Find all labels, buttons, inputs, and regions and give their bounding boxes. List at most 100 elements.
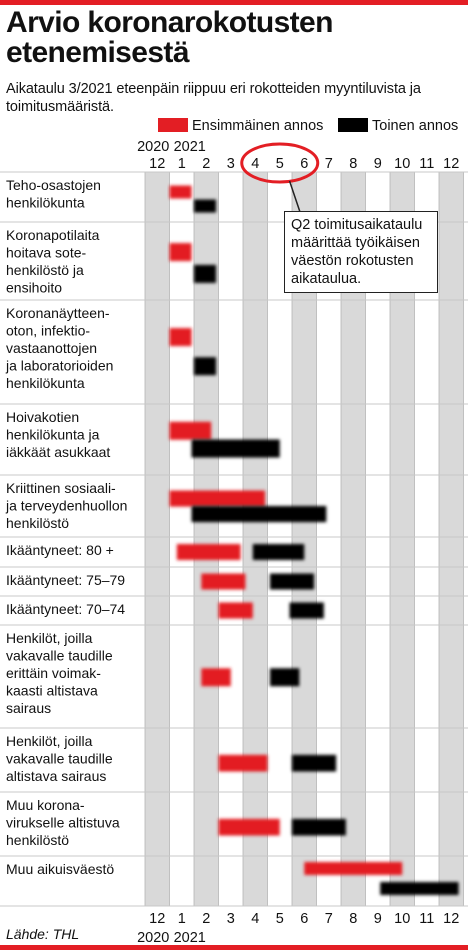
bar-first-dose [169, 185, 192, 199]
bar-first-dose [169, 421, 212, 440]
bar-second-dose [191, 506, 327, 523]
month-column-shade [145, 172, 170, 906]
month-tick-label-top: 1 [178, 156, 186, 172]
month-tick-label-bottom: 12 [149, 911, 165, 927]
month-tick-label-top: 9 [374, 156, 382, 172]
bar-first-dose [218, 754, 268, 772]
row-label-line: henkilöstö [6, 515, 69, 531]
row-label-line: Teho-osastojen [6, 177, 101, 193]
month-column-shade [439, 172, 464, 906]
month-tick-label-top: 10 [394, 156, 410, 172]
row-label-line: Ikääntyneet: 75–79 [6, 572, 125, 588]
row-label-line: Henkilöt, joilla [6, 733, 93, 749]
note-line: väestön rokotusten [291, 253, 414, 269]
month-column-shade [341, 172, 366, 906]
q2-highlight-ellipse [240, 142, 320, 184]
row-label-line: henkilökunta ja [6, 427, 100, 443]
month-tick-label-top: 7 [325, 156, 333, 172]
row-label-line: Ikääntyneet: 80 + [6, 542, 114, 558]
row-label-line: ja laboratorioiden [5, 358, 113, 374]
row-label-line: hoitava sote- [6, 245, 86, 261]
bar-first-dose [169, 328, 192, 347]
row-label-line: Koronanäytteen- [6, 305, 110, 321]
row-label-line: Koronapotilaita [6, 227, 100, 243]
row-label-line: vakavalle taudille [6, 751, 113, 767]
month-tick-label-bottom: 3 [227, 911, 235, 927]
q2-annotation-box: Q2 toimitusaikataulu määrittää työikäise… [284, 211, 438, 293]
bar-first-dose [169, 490, 266, 507]
title-line-2: etenemisestä [6, 36, 190, 69]
row-label-line: altistava sairaus [6, 768, 106, 784]
row-label-line: henkilöstö ja [6, 262, 84, 278]
bar-second-dose [252, 544, 305, 560]
month-tick-label-bottom: 2 [202, 911, 210, 927]
chart-subtitle: Aikataulu 3/2021 eteenpäin riippuu eri r… [6, 81, 421, 115]
row-label-line: Muu korona- [6, 797, 85, 813]
year-tick-label-bottom: 2020 [137, 930, 169, 946]
row-label-line: Ikääntyneet: 70–74 [6, 601, 125, 617]
row-label-line: vastaanottojen [6, 340, 97, 356]
bar-second-dose [194, 357, 217, 376]
bar-first-dose [201, 668, 231, 687]
month-tick-label-top: 8 [349, 156, 357, 172]
bar-first-dose [201, 573, 246, 590]
row-label-line: vakavalle taudille [6, 648, 113, 664]
title-line-1: Arvio koronarokotusten [6, 6, 333, 39]
month-tick-label-bottom: 6 [300, 911, 308, 927]
legend: Ensimmäinen annos Toinen annos [0, 118, 468, 136]
month-tick-label-top: 12 [149, 156, 165, 172]
row-label-line: ensihoito [6, 280, 62, 296]
note-line: määrittää työikäisen [291, 235, 420, 251]
month-tick-label-top: 2 [202, 156, 210, 172]
month-tick-label-bottom: 8 [349, 911, 357, 927]
month-tick-label-bottom: 10 [394, 911, 410, 927]
month-column-shade [194, 172, 219, 906]
row-label-line: henkilökunta [6, 195, 85, 211]
row-label-line: iäkkäät asukkaat [6, 444, 110, 460]
month-tick-label-top: 4 [251, 156, 259, 172]
row-label-line: henkilökunta [6, 375, 85, 391]
month-tick-label-top: 3 [227, 156, 235, 172]
month-tick-label-top: 5 [276, 156, 284, 172]
row-label-line: sairaus [6, 700, 51, 716]
month-column-shade [390, 172, 415, 906]
month-tick-label-bottom: 11 [419, 911, 434, 927]
row-label-line: ja terveydenhuollon [5, 498, 127, 514]
year-tick-label-bottom: 2021 [174, 930, 206, 946]
row-label-line: Muu aikuisväestö [6, 861, 114, 877]
legend-second-swatch [338, 118, 368, 132]
bar-first-dose [218, 818, 280, 836]
bar-first-dose [169, 243, 192, 262]
bar-second-dose [269, 668, 300, 687]
bar-second-dose [292, 754, 337, 772]
month-tick-label-bottom: 4 [251, 911, 259, 927]
row-label-line: oton, infektio- [6, 323, 90, 339]
chart-title: Arvio koronarokotusten etenemisestä [6, 8, 462, 68]
month-tick-label-top: 6 [300, 156, 308, 172]
row-label-line: Henkilöt, joilla [6, 630, 93, 646]
bar-second-dose [191, 439, 280, 458]
month-tick-label-bottom: 12 [443, 911, 459, 927]
note-line: aikataulua. [291, 271, 362, 287]
bottom-accent-bar [0, 945, 468, 950]
legend-first-label: Ensimmäinen annos [192, 118, 324, 134]
legend-second-label: Toinen annos [372, 118, 459, 134]
note-line: Q2 toimitusaikataulu [291, 217, 423, 233]
row-label-line: virukselle altistuva [6, 815, 120, 831]
bar-second-dose [289, 602, 324, 619]
year-tick-label-top: 2021 [174, 139, 206, 155]
row-label-line: henkilöstö [6, 832, 69, 848]
month-tick-label-bottom: 9 [374, 911, 382, 927]
month-column-shade [243, 172, 268, 906]
month-tick-label-bottom: 7 [325, 911, 333, 927]
bar-second-dose [269, 573, 315, 590]
legend-first-swatch [158, 118, 188, 132]
row-label-line: Hoivakotien [6, 409, 79, 425]
month-tick-label-top: 11 [419, 156, 434, 172]
bar-first-dose [218, 602, 253, 619]
month-tick-label-top: 12 [443, 156, 459, 172]
source-credit: Lähde: THL [6, 926, 80, 942]
bar-second-dose [292, 818, 346, 836]
annotation-pointer [288, 180, 301, 213]
